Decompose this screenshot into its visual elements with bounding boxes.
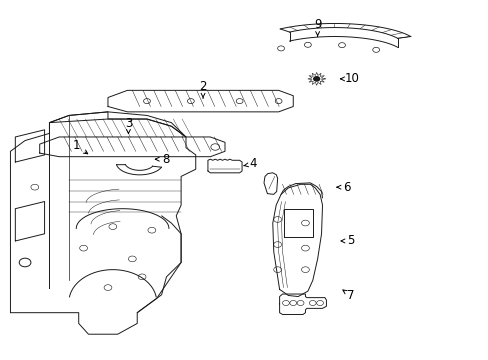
Text: 2: 2: [199, 80, 206, 98]
Text: 10: 10: [340, 72, 359, 85]
Text: 9: 9: [313, 18, 321, 36]
Text: 5: 5: [340, 234, 354, 247]
Text: 3: 3: [124, 117, 132, 134]
Text: 4: 4: [244, 157, 257, 170]
Text: 7: 7: [342, 289, 354, 302]
Circle shape: [313, 77, 319, 81]
Text: 1: 1: [72, 139, 87, 154]
Text: 8: 8: [155, 153, 169, 166]
Text: 6: 6: [336, 181, 350, 194]
